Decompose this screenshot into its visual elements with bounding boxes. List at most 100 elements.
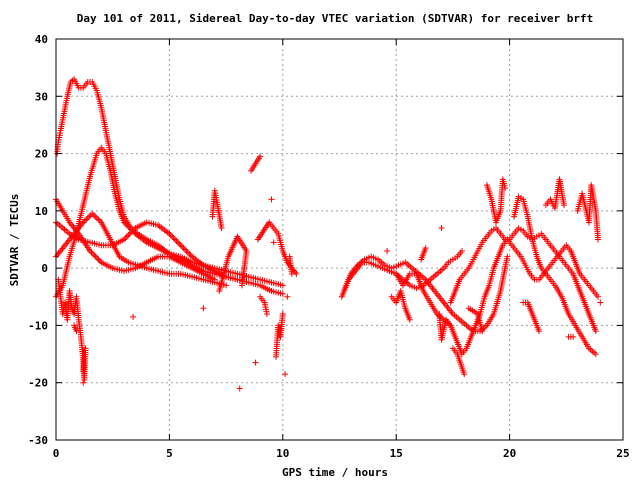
data-point xyxy=(270,239,277,246)
y-axis-label: SDTVAR / TECUs xyxy=(8,194,21,287)
data-point xyxy=(96,257,103,264)
data-point xyxy=(174,239,181,246)
data-point xyxy=(83,216,90,223)
data-point xyxy=(209,213,216,220)
data-point xyxy=(279,282,286,289)
y-tick-label: -10 xyxy=(28,319,48,332)
data-point xyxy=(176,240,183,247)
plot-frame xyxy=(55,38,624,441)
data-point xyxy=(184,249,191,256)
data-point xyxy=(95,256,102,263)
chart-title: Day 101 of 2011, Sidereal Day-to-day VTE… xyxy=(77,12,594,25)
data-point xyxy=(279,290,286,297)
data-point xyxy=(384,247,391,254)
data-point xyxy=(502,184,509,191)
y-tick-label: 20 xyxy=(35,148,48,161)
data-point xyxy=(88,249,95,256)
data-point xyxy=(167,232,174,239)
data-point xyxy=(284,293,291,300)
data-point xyxy=(438,225,445,232)
data-point xyxy=(597,299,604,306)
axis-ticks: 0 5 10 15 20 25 -30 -20 -10 0 10 20 30 40 xyxy=(28,33,630,460)
data-point xyxy=(234,276,241,283)
data-point xyxy=(92,253,99,260)
data-point xyxy=(595,293,602,300)
data-point xyxy=(84,215,91,222)
data-point xyxy=(126,225,133,232)
data-point xyxy=(179,243,186,250)
x-tick-label: 0 xyxy=(53,447,60,460)
data-point xyxy=(130,313,137,320)
data-point xyxy=(123,233,130,240)
y-tick-label: -20 xyxy=(28,377,48,390)
data-point xyxy=(536,328,543,335)
data-point xyxy=(90,212,97,219)
data-point xyxy=(479,328,486,335)
data-point xyxy=(458,247,465,254)
data-point xyxy=(252,359,259,366)
data-point xyxy=(125,223,132,230)
y-tick-label: 10 xyxy=(35,205,48,218)
data-point xyxy=(561,202,568,209)
data-point xyxy=(236,385,243,392)
data-point xyxy=(73,328,80,335)
data-point xyxy=(447,322,454,329)
data-point xyxy=(504,253,511,260)
data-point xyxy=(592,351,599,358)
y-tick-label: -30 xyxy=(28,434,48,447)
data-point xyxy=(172,236,179,243)
data-point xyxy=(422,245,429,252)
data-point xyxy=(173,237,180,244)
data-point xyxy=(223,282,230,289)
data-point xyxy=(282,371,289,378)
x-tick-label: 20 xyxy=(503,447,516,460)
data-point xyxy=(181,246,188,253)
data-point xyxy=(279,310,286,317)
data-point xyxy=(183,247,190,254)
data-point xyxy=(92,213,99,220)
x-tick-label: 25 xyxy=(616,447,629,460)
y-tick-label: 40 xyxy=(35,33,48,46)
data-point xyxy=(170,235,177,242)
data-point xyxy=(126,230,133,237)
data-point xyxy=(200,305,207,312)
data-point xyxy=(406,316,413,323)
data-point xyxy=(128,229,135,236)
data-point xyxy=(80,379,87,386)
data-point xyxy=(121,236,128,243)
data-point xyxy=(129,227,136,234)
data-point xyxy=(570,333,577,340)
x-tick-label: 15 xyxy=(390,447,403,460)
data-point xyxy=(461,371,468,378)
data-point xyxy=(211,276,218,283)
data-point xyxy=(81,217,88,224)
data-point xyxy=(94,255,101,262)
data-point xyxy=(87,247,94,254)
data-point xyxy=(93,215,100,222)
data-point xyxy=(177,242,184,249)
data-point xyxy=(122,235,129,242)
data-point xyxy=(592,328,599,335)
y-tick-label: 0 xyxy=(41,262,48,275)
data-point xyxy=(238,282,245,289)
data-point xyxy=(595,236,602,243)
x-tick-label: 10 xyxy=(276,447,289,460)
data-point xyxy=(180,245,187,252)
x-axis-label: GPS time / hours xyxy=(282,466,388,479)
data-points xyxy=(53,76,604,392)
data-point xyxy=(89,210,96,217)
data-point xyxy=(80,368,87,375)
data-point xyxy=(187,252,194,259)
data-point xyxy=(86,213,93,220)
data-point xyxy=(91,252,98,259)
data-point xyxy=(95,216,102,223)
data-point xyxy=(263,310,270,317)
data-point xyxy=(89,250,96,257)
data-point xyxy=(166,230,173,237)
data-point xyxy=(123,222,130,229)
data-point xyxy=(130,226,137,233)
data-point xyxy=(268,196,275,203)
data-point xyxy=(125,232,132,239)
data-point xyxy=(186,250,193,257)
